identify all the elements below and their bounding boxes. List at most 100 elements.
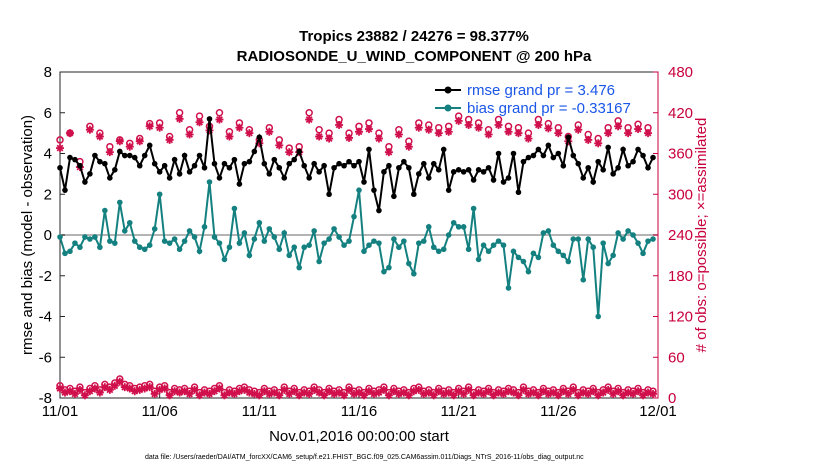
obs-assimilated-marker <box>235 123 244 132</box>
obs-assimilated-marker <box>315 132 324 141</box>
y-right-tick-label: 60 <box>668 349 685 366</box>
rmse-point <box>640 152 646 159</box>
bias-point <box>430 244 437 251</box>
bias-point <box>117 199 123 206</box>
bias-point <box>560 252 567 259</box>
rmse-point <box>87 171 93 177</box>
rmse-point <box>216 175 223 181</box>
obs-assimilated-marker <box>464 120 473 129</box>
rmse-point <box>316 169 322 175</box>
legend-bias-marker <box>444 104 452 112</box>
bias-point <box>470 205 477 212</box>
rmse-point <box>575 160 582 167</box>
bias-point <box>266 226 273 232</box>
rmse-point <box>645 164 651 171</box>
rmse-point <box>445 187 452 193</box>
rmse-point <box>510 150 517 157</box>
rmse-point <box>535 146 542 153</box>
rmse-point <box>435 167 442 173</box>
legend-bias-label: bias grand pr = -0.33167 <box>467 100 631 117</box>
bias-point <box>196 248 203 255</box>
bias-point <box>191 234 198 240</box>
obs-assimilated-marker <box>56 144 64 153</box>
y-axis-label-left: rmse and bias (model - observation) <box>19 115 36 355</box>
rmse-point <box>306 175 312 181</box>
obs-assimilated-marker <box>65 129 74 138</box>
obs-assimilated-marker <box>335 120 344 129</box>
obs-assimilated-marker <box>364 125 373 134</box>
bias-point <box>151 226 158 232</box>
rmse-point <box>72 156 78 163</box>
bias-point <box>445 232 452 238</box>
bias-point <box>411 270 417 277</box>
bias-point <box>371 238 377 244</box>
bias-point <box>206 179 213 185</box>
rmse-point <box>261 160 268 167</box>
bias-point <box>87 236 93 242</box>
rmse-point <box>326 191 332 198</box>
rmse-point <box>425 175 432 181</box>
bias-point <box>271 234 278 240</box>
obs-assimilated-marker <box>404 142 413 151</box>
bias-point <box>306 242 312 248</box>
rmse-point <box>141 152 148 159</box>
bias-series <box>57 179 656 320</box>
bias-point <box>650 236 656 242</box>
bias-point <box>401 238 407 244</box>
y-right-tick-label: 480 <box>668 64 693 81</box>
x-axis-label: Nov.01,2016 00:00:00 start <box>269 428 450 445</box>
rmse-point <box>136 162 143 169</box>
rmse-point <box>286 160 293 167</box>
bias-point <box>485 248 492 255</box>
bias-point <box>510 248 517 255</box>
rmse-point <box>226 164 233 171</box>
bias-point <box>356 187 362 193</box>
bias-point <box>645 238 651 244</box>
bias-point <box>126 219 133 226</box>
rmse-point <box>515 189 522 196</box>
rmse-point <box>321 162 327 169</box>
bias-point <box>121 228 128 234</box>
rmse-point <box>151 160 158 167</box>
obs-assimilated-marker <box>504 127 513 136</box>
rmse-point <box>376 207 382 214</box>
rmse-point <box>346 158 352 165</box>
rmse-point <box>495 150 502 157</box>
bias-point <box>386 264 392 271</box>
bias-point <box>62 250 68 257</box>
rmse-point <box>271 156 278 163</box>
rmse-point <box>301 162 307 169</box>
rmse-series <box>57 116 656 214</box>
rmse-point <box>206 116 213 122</box>
rmse-point <box>166 175 173 181</box>
rmse-point <box>281 175 288 181</box>
obs-assimilated-marker <box>125 142 134 151</box>
bias-point <box>291 244 298 251</box>
rmse-point <box>396 164 402 171</box>
rmse-point <box>156 169 163 175</box>
bias-point <box>545 228 552 234</box>
bias-point <box>640 250 646 257</box>
rmse-point <box>331 164 337 171</box>
rmse-point <box>161 162 168 169</box>
obs-assimilated-marker <box>145 383 154 392</box>
x-tick-label: 11/16 <box>341 403 377 420</box>
bias-point <box>161 238 168 244</box>
bias-point <box>615 230 621 236</box>
rmse-point <box>231 156 238 163</box>
obs-assimilated-marker <box>624 129 633 138</box>
chart-title-line1: Tropics 23882 / 24276 = 98.377% <box>299 28 529 45</box>
rmse-point <box>401 158 407 165</box>
bias-point <box>625 228 631 234</box>
bias-point <box>460 224 467 230</box>
obs-assimilated-marker <box>649 389 658 398</box>
bias-point <box>226 244 233 251</box>
rmse-point <box>391 193 397 200</box>
rmse-point <box>171 156 178 163</box>
rmse-point <box>251 148 258 155</box>
rmse-point <box>625 162 631 169</box>
obs-assimilated-marker <box>534 120 543 129</box>
obs-assimilated-marker <box>175 114 184 123</box>
bias-point <box>515 254 522 261</box>
rmse-point <box>146 142 153 149</box>
